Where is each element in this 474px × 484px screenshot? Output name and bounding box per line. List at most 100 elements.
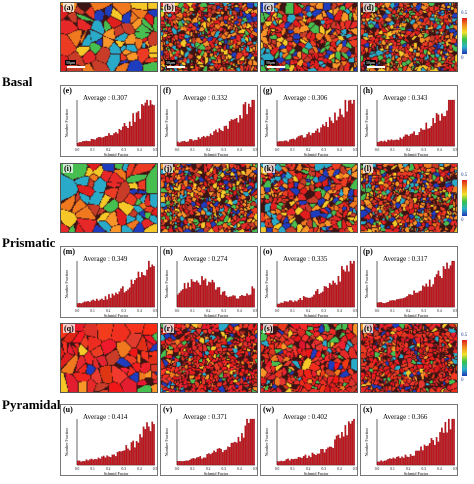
x-tick-label: 0.2 bbox=[206, 467, 211, 471]
histogram-bar bbox=[385, 302, 388, 308]
histogram-bar bbox=[353, 99, 355, 147]
scale-bar bbox=[167, 66, 185, 68]
average-label: Average : 0.371 bbox=[183, 413, 228, 421]
histogram-bar bbox=[151, 104, 154, 147]
histogram-bar bbox=[332, 280, 335, 308]
histogram-bar bbox=[423, 444, 426, 466]
histogram-bar bbox=[351, 103, 354, 147]
histogram-bar bbox=[282, 141, 284, 147]
histogram-bar bbox=[137, 111, 140, 147]
histogram-bar bbox=[130, 126, 133, 147]
histogram-bar bbox=[327, 127, 329, 147]
histogram-bar bbox=[346, 435, 348, 466]
average-label: Average : 0.414 bbox=[83, 413, 128, 421]
histogram-bar bbox=[280, 141, 283, 147]
y-axis-label: Number Fraction bbox=[264, 427, 269, 457]
histogram-bar bbox=[409, 294, 412, 308]
histogram-bar bbox=[125, 291, 128, 308]
histogram-plot: 0.0 0.1 0.2 0.3 0.4 0.5 Schmid Factor Number Fr… bbox=[164, 418, 257, 476]
histogram-bar bbox=[82, 461, 84, 466]
histogram-bar bbox=[435, 437, 438, 466]
x-tick-label: 0.3 bbox=[122, 467, 127, 471]
average-label: Average : 0.349 bbox=[83, 255, 128, 263]
histogram-bar bbox=[302, 137, 305, 147]
histogram-plot: 0.0 0.1 0.2 0.3 0.4 0.5 Schmid Factor Number Fr… bbox=[64, 99, 157, 157]
histogram-bar bbox=[285, 459, 288, 466]
histogram-bar bbox=[311, 132, 314, 147]
x-tick-label: 0.4 bbox=[437, 309, 442, 313]
row-label-prismatic: Prismatic bbox=[2, 235, 56, 250]
histogram-bar bbox=[301, 457, 303, 466]
histogram: 0.0 0.1 0.2 0.3 0.4 0.5 Schmid Factor Number Fr… bbox=[160, 404, 258, 476]
histogram-bar bbox=[153, 105, 155, 147]
histogram-bar bbox=[102, 300, 105, 308]
histogram-bar bbox=[242, 295, 245, 308]
histogram-bar bbox=[315, 291, 317, 308]
histogram-bar bbox=[428, 443, 431, 466]
panel-label: (p) bbox=[363, 247, 373, 256]
histogram-bar bbox=[402, 136, 405, 147]
histogram-bar bbox=[411, 455, 414, 466]
histogram-bar bbox=[230, 442, 233, 466]
histogram-bar bbox=[102, 455, 105, 466]
histogram-bar bbox=[302, 456, 305, 466]
histogram-bar bbox=[176, 141, 179, 147]
histogram-bar bbox=[183, 282, 186, 308]
histogram-bar bbox=[216, 132, 219, 147]
histogram-bar bbox=[178, 461, 181, 466]
y-axis-label: Number Fraction bbox=[164, 108, 169, 138]
histogram-bar bbox=[104, 135, 107, 147]
histogram-bar bbox=[441, 113, 443, 147]
histogram-bar bbox=[353, 260, 355, 308]
histogram-bar bbox=[121, 286, 124, 308]
panel-label: (j) bbox=[163, 164, 173, 173]
histogram-plot: 0.0 0.1 0.2 0.3 0.4 0.5 Schmid Factor Number Fr… bbox=[364, 260, 457, 318]
x-tick-label: 0.2 bbox=[206, 309, 211, 313]
histogram-bar bbox=[394, 300, 396, 308]
histogram-bar bbox=[180, 141, 183, 147]
histogram-bar bbox=[206, 135, 209, 147]
histogram-bar bbox=[399, 458, 402, 466]
x-tick-label: 0.5 bbox=[153, 467, 158, 471]
histogram-bar bbox=[389, 458, 391, 466]
histogram-bar bbox=[206, 285, 209, 308]
histogram-bar bbox=[99, 299, 102, 308]
x-tick-label: 0.2 bbox=[306, 309, 311, 313]
histogram-bar bbox=[108, 456, 110, 466]
histogram-bar bbox=[221, 452, 224, 466]
histogram-bar bbox=[118, 451, 121, 466]
row-label-basal: Basal bbox=[2, 74, 33, 89]
histogram-bar bbox=[208, 136, 210, 147]
histogram-bar bbox=[437, 114, 440, 147]
histogram-bar bbox=[115, 456, 117, 466]
histogram-bar bbox=[195, 280, 198, 308]
histogram-bar bbox=[328, 282, 331, 308]
panel-label: (s) bbox=[263, 324, 274, 333]
histogram-bar bbox=[130, 279, 133, 308]
histogram-bar bbox=[406, 456, 409, 466]
y-axis-label: Number Fraction bbox=[264, 108, 269, 138]
histogram-bar bbox=[378, 302, 381, 308]
histogram-bar bbox=[320, 127, 322, 147]
histogram-bar bbox=[383, 460, 386, 466]
histogram-bar bbox=[321, 448, 324, 466]
histogram-bar bbox=[94, 139, 96, 147]
histogram-bar bbox=[449, 265, 452, 308]
histogram-bar bbox=[115, 132, 117, 147]
histogram-bar bbox=[239, 115, 241, 147]
histogram-bar bbox=[442, 266, 445, 308]
histogram-bar bbox=[316, 128, 319, 147]
histogram-bar bbox=[132, 113, 135, 147]
histogram-bar bbox=[83, 461, 86, 466]
histogram-bar bbox=[111, 293, 114, 308]
histogram-bar bbox=[283, 301, 286, 308]
histogram-bar bbox=[116, 294, 119, 308]
histogram-bar bbox=[397, 456, 400, 466]
panel-label: (t) bbox=[363, 324, 373, 333]
histogram-bar bbox=[451, 99, 454, 147]
x-tick-label: 0.3 bbox=[422, 148, 427, 152]
panel-label: (k) bbox=[263, 164, 275, 173]
histogram-bar bbox=[230, 296, 233, 308]
x-tick-label: 0.0 bbox=[275, 467, 280, 471]
x-axis-label: Schmid Factor bbox=[104, 313, 129, 318]
